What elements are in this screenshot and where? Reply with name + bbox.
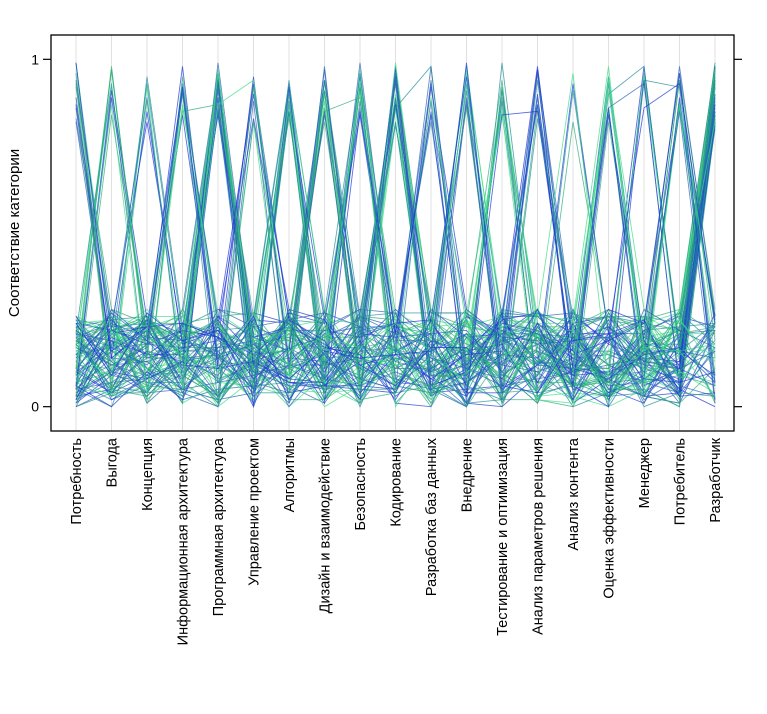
data-line bbox=[75, 73, 716, 397]
axis-category-label: Выгода bbox=[105, 437, 121, 487]
axis-category-label: Кодирование bbox=[389, 438, 405, 527]
axis-category-label: Разработчик bbox=[708, 437, 724, 522]
axis-category-label: Потребитель bbox=[673, 438, 689, 525]
axis-category-label: Оценка эффективности bbox=[602, 438, 618, 599]
y-axis-title: Соответствие категории bbox=[6, 149, 23, 317]
data-line bbox=[75, 62, 716, 401]
y-tick-label: 0 bbox=[31, 399, 39, 415]
axis-category-label: Программная архитектура bbox=[211, 437, 227, 616]
axis-category-label: Алгоритмы bbox=[282, 438, 298, 512]
axis-category-label: Внедрение bbox=[460, 438, 476, 512]
axis-category-label: Информационная архитектура bbox=[176, 437, 192, 645]
data-line bbox=[75, 87, 716, 397]
axis-category-label: Потребность bbox=[69, 438, 85, 525]
axis-category-label: Тестирование и оптимизация bbox=[495, 438, 511, 636]
axis-category-label: Концепция bbox=[140, 438, 156, 511]
x-axis-labels: Потребность Выгода Концепция Информационная… bbox=[69, 437, 724, 645]
axis-category-label: Анализ контента bbox=[566, 437, 582, 551]
axis-category-label: Безопасность bbox=[353, 438, 369, 531]
data-line bbox=[75, 62, 716, 401]
data-line bbox=[75, 73, 716, 390]
data-line bbox=[75, 79, 716, 405]
axis-category-label: Анализ параметров решения bbox=[531, 438, 547, 635]
y-axis: 01 bbox=[31, 51, 742, 415]
axis-category-label: Управление проектом bbox=[247, 438, 263, 586]
data-line bbox=[75, 65, 716, 404]
y-tick-label: 1 bbox=[31, 51, 39, 67]
data-line bbox=[75, 62, 716, 401]
axis-category-label: Менеджер bbox=[637, 438, 653, 508]
data-lines bbox=[75, 62, 716, 409]
data-line bbox=[75, 104, 716, 408]
data-line bbox=[75, 66, 716, 408]
axis-category-label: Разработка баз данных bbox=[424, 437, 440, 596]
axis-category-label: Дизайн и взаимодействие bbox=[318, 438, 334, 613]
plot-frame bbox=[50, 34, 735, 432]
